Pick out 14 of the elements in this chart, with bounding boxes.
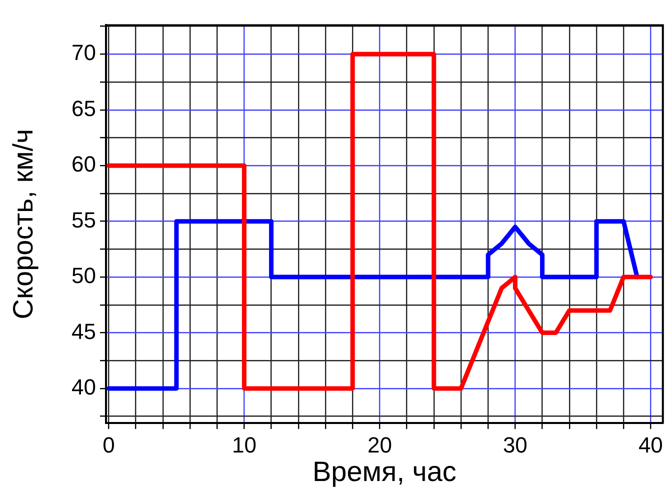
y-tick-label: 70 (72, 40, 96, 66)
y-tick-label: 55 (72, 207, 96, 232)
x-tick-label: 30 (502, 432, 528, 458)
y-tick-label: 40 (72, 374, 96, 400)
x-axis-title: Время, час (312, 456, 456, 487)
y-tick-label: 45 (72, 318, 96, 344)
y-axis-title: Скорость, км/ч (8, 128, 39, 320)
x-tick-label: 40 (638, 432, 663, 458)
y-tick-label: 50 (72, 263, 96, 288)
y-tick-label: 65 (72, 96, 96, 121)
x-tick-label: 10 (232, 432, 256, 458)
x-tick-label: 0 (102, 432, 115, 458)
y-tick-label: 60 (72, 152, 96, 177)
x-tick-label: 20 (367, 432, 392, 458)
